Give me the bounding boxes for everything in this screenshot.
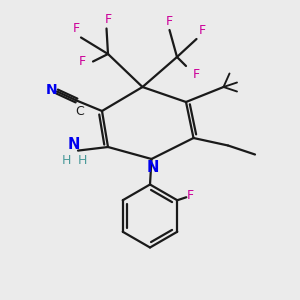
Text: F: F bbox=[187, 189, 194, 202]
Text: N: N bbox=[68, 137, 80, 152]
Text: N: N bbox=[46, 83, 57, 97]
Text: F: F bbox=[166, 15, 173, 28]
Text: F: F bbox=[73, 22, 80, 35]
Text: F: F bbox=[193, 68, 200, 80]
Text: F: F bbox=[78, 55, 85, 68]
Text: F: F bbox=[104, 14, 112, 26]
Text: N: N bbox=[147, 160, 159, 175]
Text: H: H bbox=[78, 154, 87, 167]
Text: H: H bbox=[61, 154, 71, 167]
Text: C: C bbox=[76, 105, 85, 118]
Text: F: F bbox=[198, 24, 206, 37]
